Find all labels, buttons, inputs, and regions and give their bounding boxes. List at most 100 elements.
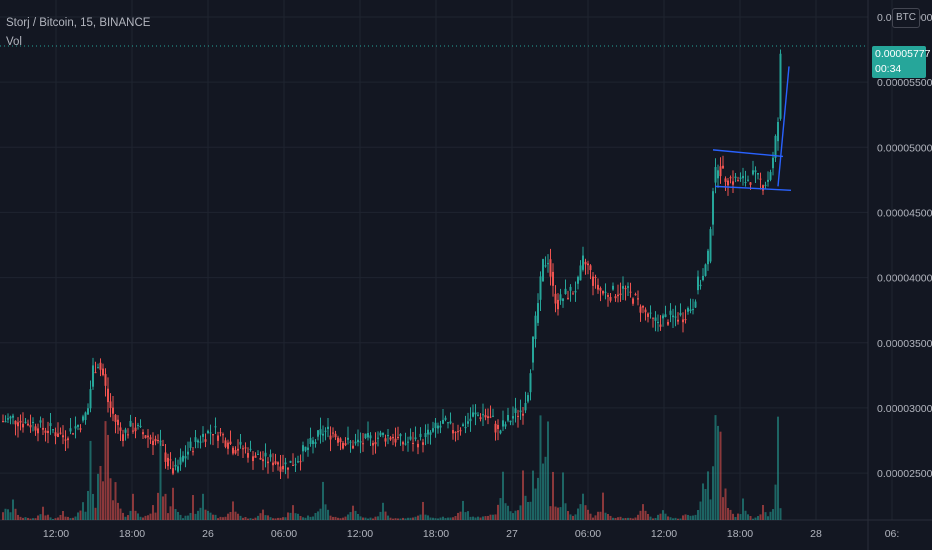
volume-bar bbox=[302, 517, 304, 520]
candle-body bbox=[24, 421, 27, 423]
y-tick-label: 0.00004000 bbox=[877, 273, 932, 285]
volume-bar bbox=[102, 481, 104, 520]
candle-body bbox=[47, 430, 49, 434]
volume-bar bbox=[192, 495, 194, 520]
volume-bar bbox=[682, 515, 684, 520]
candle-body bbox=[759, 178, 762, 180]
candle-body bbox=[137, 424, 139, 426]
volume-bar bbox=[127, 515, 129, 520]
candle-body bbox=[7, 418, 9, 420]
volume-bar bbox=[94, 507, 97, 520]
volume-indicator-label[interactable]: Vol bbox=[6, 36, 22, 48]
candle-body bbox=[737, 180, 739, 182]
candle-body bbox=[9, 416, 12, 419]
candle-body bbox=[717, 170, 719, 179]
candle-body bbox=[269, 454, 272, 458]
volume-bar bbox=[759, 514, 762, 520]
candle-body bbox=[604, 291, 607, 293]
volume-bar bbox=[347, 514, 349, 520]
candle-body bbox=[252, 456, 254, 462]
candle-body bbox=[339, 438, 342, 443]
volume-bar bbox=[162, 496, 164, 520]
volume-bar bbox=[342, 517, 344, 520]
candle-body bbox=[749, 182, 752, 185]
candle-body bbox=[92, 365, 94, 387]
candle-body bbox=[422, 442, 424, 445]
volume-bar bbox=[512, 513, 514, 520]
candle-body bbox=[359, 441, 362, 443]
volume-bar bbox=[277, 517, 279, 520]
candle-body bbox=[99, 362, 102, 370]
volume-bar bbox=[399, 518, 402, 520]
candle-body bbox=[144, 435, 147, 438]
candle-body bbox=[417, 443, 419, 448]
candle-body bbox=[442, 419, 444, 424]
candle-body bbox=[694, 301, 697, 308]
volume-bar bbox=[34, 518, 37, 520]
candle-body bbox=[289, 460, 292, 463]
volume-bar bbox=[612, 517, 614, 520]
currency-badge[interactable]: BTC bbox=[892, 8, 920, 28]
candle-body bbox=[292, 464, 294, 466]
volume-bar bbox=[567, 511, 569, 520]
candle-body bbox=[689, 309, 692, 311]
candle-body bbox=[87, 408, 89, 415]
volume-bar bbox=[287, 512, 289, 520]
volume-bar bbox=[167, 513, 169, 520]
volume-bar bbox=[184, 515, 187, 520]
candle-body bbox=[512, 416, 514, 419]
volume-bar bbox=[699, 501, 702, 520]
x-tick-label: 28 bbox=[810, 528, 822, 540]
candle-body bbox=[74, 426, 77, 429]
volume-bar bbox=[42, 506, 44, 520]
candle-body bbox=[542, 259, 544, 282]
volume-bar bbox=[669, 517, 672, 520]
volume-bar bbox=[747, 514, 749, 520]
volume-bar bbox=[429, 517, 432, 520]
candle-body bbox=[584, 261, 587, 265]
volume-bar bbox=[214, 514, 217, 520]
candle-body bbox=[479, 417, 482, 420]
volume-bar bbox=[652, 518, 654, 520]
candle-body bbox=[449, 421, 452, 424]
candle-body bbox=[127, 434, 129, 436]
volume-bar bbox=[744, 510, 747, 520]
candle-body bbox=[657, 321, 659, 323]
candle-body bbox=[612, 285, 614, 290]
volume-bar bbox=[502, 471, 504, 520]
volume-bar bbox=[449, 517, 452, 520]
volume-bar bbox=[292, 505, 294, 520]
candle-body bbox=[654, 317, 657, 321]
candle-body bbox=[769, 172, 772, 180]
volume-bar bbox=[554, 506, 557, 520]
candle-body bbox=[182, 455, 184, 462]
volume-bar bbox=[764, 512, 767, 520]
volume-bar bbox=[384, 511, 387, 520]
volume-bar bbox=[47, 514, 49, 520]
candle-body bbox=[12, 415, 14, 418]
candle-body bbox=[582, 255, 584, 270]
volume-bar bbox=[614, 517, 617, 520]
volume-bar bbox=[272, 518, 274, 520]
candle-body bbox=[667, 321, 669, 325]
volume-bar bbox=[59, 514, 62, 520]
candle-body bbox=[254, 455, 257, 458]
volume-bar bbox=[99, 465, 102, 520]
last-price-tag: 0.00005777 00:34 bbox=[872, 46, 930, 78]
candle-body bbox=[564, 288, 567, 294]
candle-body bbox=[704, 264, 707, 276]
candle-body bbox=[162, 444, 164, 446]
volume-bar bbox=[199, 507, 202, 520]
candle-body bbox=[779, 53, 782, 119]
volume-bar bbox=[689, 515, 692, 520]
candle-body bbox=[649, 312, 652, 314]
volume-bar bbox=[82, 502, 84, 520]
candle-body bbox=[62, 435, 64, 438]
candle-body bbox=[277, 462, 279, 465]
volume-bar bbox=[134, 510, 137, 520]
volume-bar bbox=[684, 514, 687, 520]
candle-body bbox=[719, 166, 722, 177]
candle-body bbox=[672, 315, 674, 318]
candle-body bbox=[222, 434, 224, 436]
